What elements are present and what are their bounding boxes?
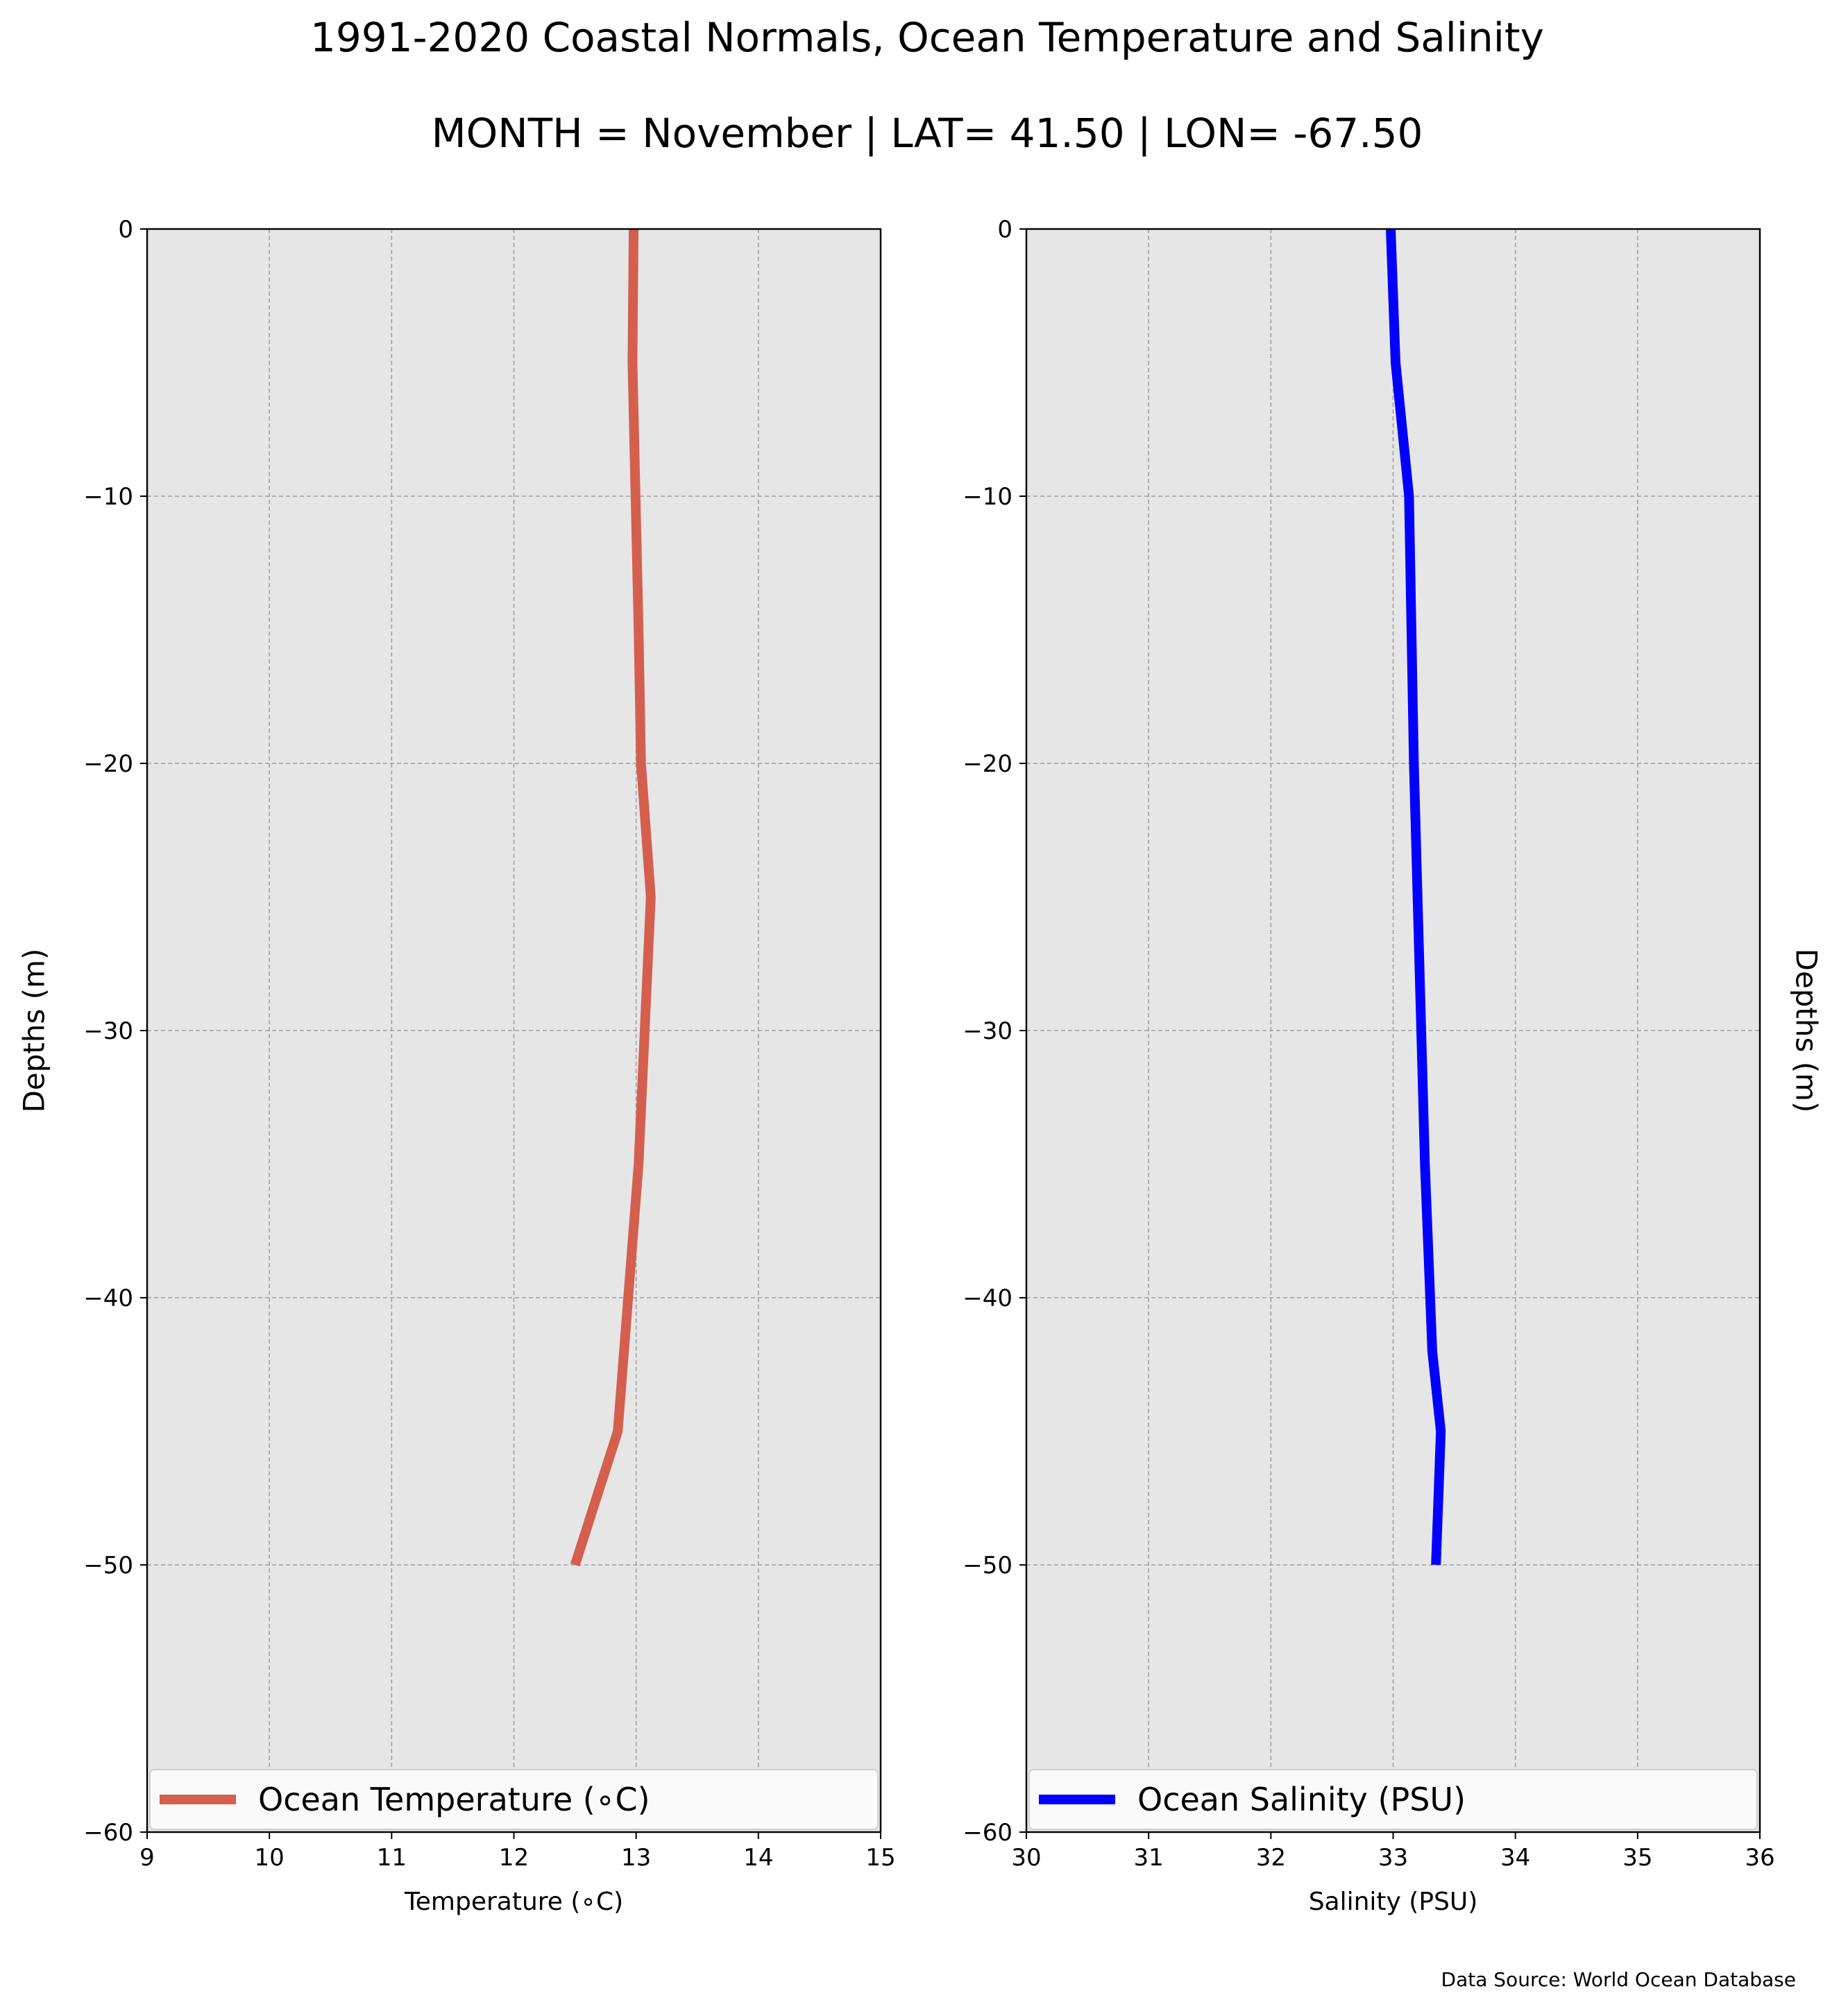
temperature-y-tick-label: −40 [83, 1285, 133, 1312]
data-source-note: Data Source: World Ocean Database [1441, 1968, 1796, 1991]
chart-subtitle: MONTH = November | LAT= 41.50 | LON= -67… [432, 110, 1423, 157]
salinity-x-tick-label: 31 [1134, 1844, 1164, 1872]
temperature-x-axis-label: Temperature (∘C) [404, 1888, 623, 1916]
temperature-profile-line [570, 228, 656, 1567]
temperature-y-tick-label: 0 [118, 216, 133, 244]
temperature-y-axis-label: Depths (m) [17, 949, 51, 1113]
salinity-legend-box [1028, 1769, 1758, 1830]
salinity-x-tick-label: 33 [1378, 1844, 1408, 1872]
salinity-x-axis-label: Salinity (PSU) [1309, 1888, 1478, 1916]
temperature-x-tick-label: 9 [139, 1844, 155, 1872]
salinity-panel: 30 31 32 33 34 35 36 0 −10 −20 −30 −40 −50 −60 Salinit… [963, 216, 1823, 1916]
temperature-y-tick-label: −30 [83, 1017, 133, 1045]
salinity-y-tick-label: −50 [963, 1552, 1012, 1579]
salinity-x-tick-label: 32 [1256, 1844, 1286, 1872]
salinity-y-tick-label: −10 [963, 483, 1012, 511]
temperature-x-tick-label: 10 [255, 1844, 285, 1872]
temperature-legend-box [149, 1769, 879, 1830]
salinity-y-tick-label: 0 [997, 216, 1012, 244]
salinity-profile-line [1386, 228, 1446, 1566]
temperature-x-tick-label: 12 [499, 1844, 529, 1872]
salinity-y-axis-label: Depths (m) [1790, 949, 1824, 1113]
temperature-y-tick-label: −60 [83, 1819, 133, 1847]
temperature-y-tick-label: −20 [83, 750, 133, 778]
temperature-legend-label: Ocean Temperature (∘C) [258, 1781, 650, 1818]
chart-title: 1991-2020 Coastal Normals, Ocean Tempera… [310, 14, 1544, 61]
salinity-y-tick-label: −30 [963, 1017, 1012, 1045]
salinity-y-tick-label: −40 [963, 1285, 1012, 1312]
temperature-panel: 9 10 11 12 13 14 15 0 −10 −20 −30 −40 −50 −60 Temperat… [17, 216, 896, 1916]
temperature-x-tick-label: 14 [743, 1844, 773, 1872]
salinity-x-tick-label: 34 [1500, 1844, 1530, 1872]
salinity-x-tick-label: 36 [1745, 1844, 1774, 1872]
salinity-legend-label: Ocean Salinity (PSU) [1137, 1781, 1466, 1818]
temperature-y-tick-label: −50 [83, 1552, 133, 1579]
temperature-y-tick-label: −10 [83, 483, 133, 511]
salinity-x-tick-label: 30 [1011, 1844, 1041, 1872]
temperature-x-tick-label: 11 [377, 1844, 407, 1872]
temperature-x-tick-label: 15 [865, 1844, 895, 1872]
salinity-y-tick-label: −60 [963, 1819, 1012, 1847]
salinity-y-tick-label: −20 [963, 750, 1012, 778]
temperature-x-tick-label: 13 [621, 1844, 651, 1872]
salinity-x-tick-label: 35 [1622, 1844, 1652, 1872]
